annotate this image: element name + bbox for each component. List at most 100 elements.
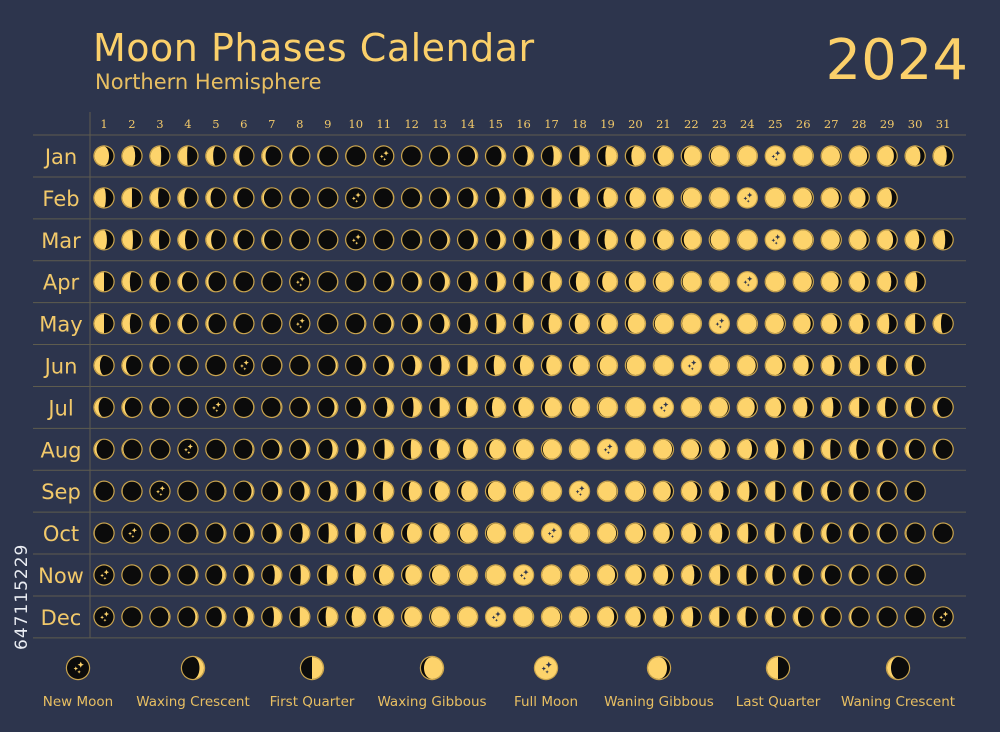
legend-label: Waning Crescent — [840, 694, 956, 710]
moon-day — [261, 312, 283, 335]
moon-day — [177, 522, 199, 544]
moon-day — [764, 480, 786, 502]
day-number: 23 — [712, 117, 727, 131]
moon-day — [484, 187, 507, 209]
moon-day — [233, 522, 255, 544]
star-icon — [743, 196, 748, 201]
moon-day — [820, 522, 842, 544]
moon-day — [400, 229, 423, 251]
day-number: 30 — [908, 117, 923, 131]
moon-day — [624, 187, 647, 209]
moon-day — [568, 145, 591, 167]
moon-day — [233, 480, 255, 502]
moon-day — [932, 312, 954, 335]
moon-day — [205, 606, 227, 628]
star-icon — [603, 447, 608, 452]
day-number: 13 — [432, 117, 447, 131]
star-icon — [299, 276, 305, 282]
moon-day — [149, 145, 171, 167]
moon-day — [568, 522, 591, 544]
moon-day — [289, 396, 311, 419]
moon-day — [596, 271, 619, 293]
legend-label: Full Moon — [513, 694, 579, 710]
moon-day — [400, 606, 423, 628]
day-number: 21 — [656, 117, 671, 131]
legend-label: Last Quarter — [735, 694, 821, 710]
moon-day — [792, 606, 814, 628]
star-icon — [774, 150, 781, 156]
moon-day — [680, 480, 703, 502]
star-icon — [942, 618, 946, 622]
moon-day — [373, 354, 395, 377]
moon-day — [121, 312, 143, 335]
moon-day — [652, 312, 675, 335]
star-icon — [159, 485, 165, 492]
moon-day — [456, 396, 479, 419]
moon-day — [400, 187, 423, 209]
moon-day — [932, 145, 954, 167]
moon-day — [512, 187, 535, 209]
moon-day — [261, 354, 283, 377]
moon-day — [261, 396, 283, 419]
moon-day — [540, 396, 563, 419]
moon-day — [177, 145, 199, 167]
moon-day — [680, 271, 703, 293]
month-label: Aug — [40, 438, 81, 462]
moon-day — [261, 187, 283, 209]
star-icon — [131, 534, 135, 538]
moon-day — [876, 564, 898, 586]
moon-day — [373, 396, 395, 419]
moon-day — [149, 187, 171, 209]
moon-day — [484, 354, 507, 377]
moon-day — [93, 229, 115, 251]
star-icon — [100, 615, 104, 620]
moon-day — [345, 354, 367, 377]
moon-day — [876, 480, 898, 502]
moon-day — [624, 312, 647, 335]
star-icon — [743, 280, 748, 285]
moon-day — [512, 312, 535, 335]
star-icon — [240, 364, 244, 368]
star-icon — [243, 367, 247, 371]
moon-day — [624, 271, 647, 293]
moon-day — [93, 564, 115, 586]
moon-day — [764, 312, 786, 335]
moon-day — [233, 271, 255, 293]
moon-day — [568, 438, 591, 460]
moon-day — [428, 480, 451, 502]
moon-day — [736, 187, 759, 209]
moon-day — [652, 480, 675, 502]
moon-day — [736, 438, 759, 460]
star-icon — [718, 325, 722, 329]
moon-day — [624, 480, 647, 502]
star-icon — [351, 238, 356, 243]
month-label: Dec — [41, 606, 82, 630]
moon-day — [596, 145, 619, 167]
moon-day — [289, 229, 311, 251]
month-label: Apr — [43, 271, 80, 295]
moon-day — [820, 564, 842, 586]
moon-day — [792, 396, 814, 419]
moon-day — [736, 564, 759, 586]
star-icon — [103, 569, 110, 575]
moon-day — [456, 229, 479, 251]
star-icon — [719, 318, 725, 324]
moon-day — [233, 396, 255, 419]
moon-day — [233, 606, 255, 628]
day-number: 12 — [404, 117, 419, 131]
moon-day — [261, 606, 283, 628]
moon-day — [345, 145, 367, 167]
month-label: Jul — [46, 396, 73, 420]
moon-day — [121, 145, 143, 167]
moon-day — [373, 312, 395, 335]
moon-day — [876, 145, 898, 167]
moon-day — [540, 145, 563, 167]
star-icon — [541, 666, 546, 671]
star-icon — [215, 409, 219, 413]
legend-moon-icon — [299, 655, 325, 681]
day-number: 2 — [128, 117, 135, 131]
moon-day — [345, 438, 367, 460]
moon-day — [596, 187, 619, 209]
day-number: 4 — [184, 117, 191, 131]
moon-day — [540, 271, 563, 293]
